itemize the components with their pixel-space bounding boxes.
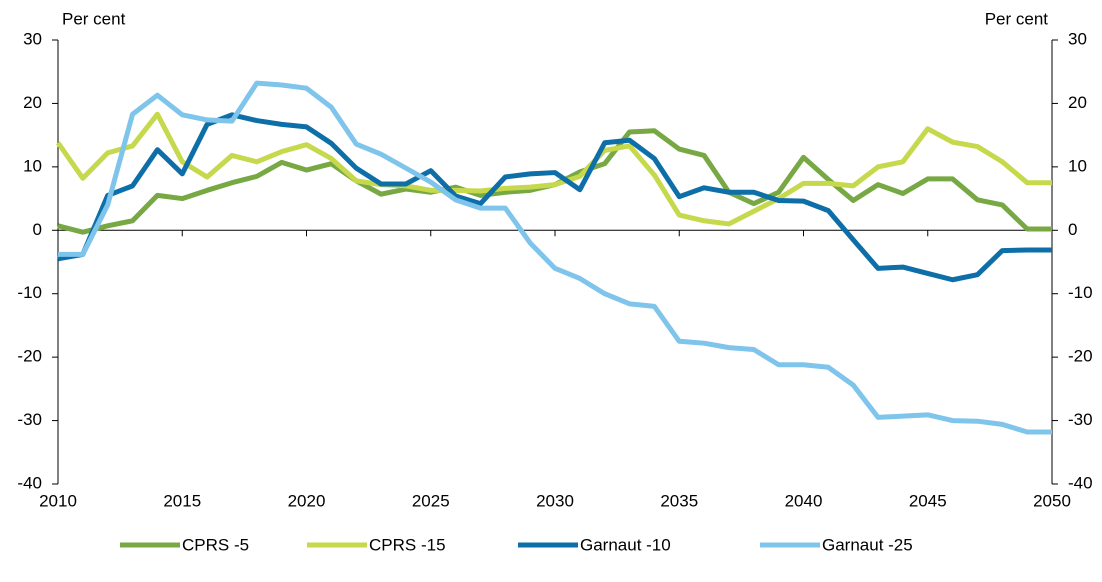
x-tick-label: 2020 — [288, 491, 326, 510]
y-tick-label: 30 — [23, 29, 42, 48]
y2-tick-label: -30 — [1068, 410, 1093, 429]
y-tick-label: -40 — [17, 473, 42, 492]
series-line — [57, 128, 1052, 235]
y2-axis-label: Per cent — [985, 9, 1049, 28]
legend-label: Garnaut -10 — [580, 535, 671, 554]
y-tick-label: -10 — [17, 283, 42, 302]
x-tick-label: 2015 — [163, 491, 201, 510]
x-tick-label: 2035 — [660, 491, 698, 510]
y2-tick-label: 20 — [1068, 93, 1087, 112]
x-tick-label: 2040 — [785, 491, 823, 510]
y-tick-label: 0 — [33, 220, 42, 239]
legend-label: CPRS -15 — [369, 535, 446, 554]
y2-tick-label: 10 — [1068, 156, 1087, 175]
x-tick-label: 2050 — [1033, 491, 1071, 510]
legend-label: CPRS -5 — [182, 535, 249, 554]
series-line — [55, 111, 1052, 227]
x-tick-label: 2010 — [39, 491, 77, 510]
y-axis-label: Per cent — [62, 9, 126, 28]
y-tick-label: -30 — [17, 410, 42, 429]
x-tick-label: 2030 — [536, 491, 574, 510]
legend-label: Garnaut -25 — [822, 535, 913, 554]
x-tick-label: 2025 — [412, 491, 450, 510]
y2-tick-label: 30 — [1068, 29, 1087, 48]
y-tick-label: -20 — [17, 347, 42, 366]
y2-tick-label: -20 — [1068, 347, 1093, 366]
series-line — [58, 80, 1052, 435]
series-line — [57, 112, 1052, 283]
y-tick-label: 20 — [23, 93, 42, 112]
y2-tick-label: 0 — [1068, 220, 1077, 239]
y2-tick-label: -10 — [1068, 283, 1093, 302]
y-tick-label: 10 — [23, 156, 42, 175]
y2-tick-label: -40 — [1068, 473, 1093, 492]
x-tick-label: 2045 — [909, 491, 947, 510]
